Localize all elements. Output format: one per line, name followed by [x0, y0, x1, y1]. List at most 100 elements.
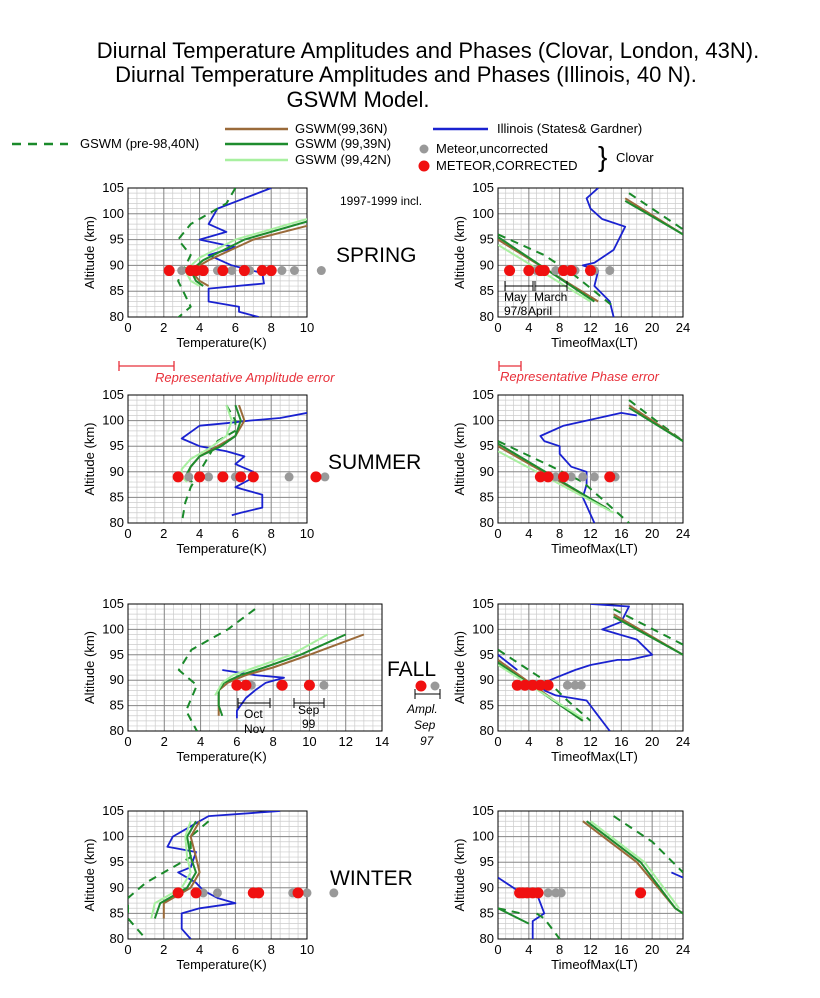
point-meteor-corrected	[194, 471, 206, 483]
series-line-illinois	[671, 871, 683, 879]
legend-meteor-uncorrected: Meteor,uncorrected	[436, 141, 548, 156]
x-tick-label: 20	[645, 942, 659, 957]
season-summer: SUMMER	[328, 451, 421, 474]
y-tick-label: 85	[480, 283, 494, 298]
x-tick-label: 0	[124, 942, 131, 957]
point-meteor-uncorrected	[543, 888, 553, 898]
series-line-gswm-99-42	[184, 218, 307, 287]
legend-clovar: Clovar	[616, 150, 654, 165]
point-meteor-uncorrected	[551, 472, 561, 482]
annotation-ampl: Ampl.	[406, 702, 438, 716]
frame-winter-amplitude	[127, 810, 308, 940]
series-line-gswm-pre98	[177, 608, 256, 731]
x-tick-label: 24	[676, 526, 690, 541]
x-tick-label: 4	[197, 734, 204, 749]
annotation-march: March	[534, 290, 567, 304]
point-meteor-corrected	[534, 679, 546, 691]
point-meteor-corrected	[310, 471, 322, 483]
series-line-illinois	[498, 654, 518, 671]
point-meteor-corrected	[217, 471, 229, 483]
panels: 0 2 4 6 8 1080859095100105Temperature(K)Altit…	[82, 180, 690, 972]
legend-swatch-meteor-corrected	[418, 160, 430, 172]
y-tick-label: 85	[110, 698, 124, 713]
x-tick-label: 0	[124, 526, 131, 541]
y-tick-label: 85	[480, 905, 494, 920]
legend-gswm-pre98: GSWM (pre-98,40N)	[80, 136, 199, 151]
point-meteor-uncorrected	[320, 472, 330, 482]
y-tick-label: 90	[480, 880, 494, 895]
annotation-oct: Oct	[244, 707, 263, 721]
x-tick-label: 14	[375, 734, 389, 749]
y-axis-label: Altitude (km)	[82, 216, 97, 289]
series-line-gswm-pre98	[180, 404, 237, 523]
x-tick-label: 6	[232, 526, 239, 541]
x-tick-label: 10	[300, 526, 314, 541]
y-tick-label: 100	[472, 413, 494, 428]
point-meteor-corrected	[240, 679, 252, 691]
season-spring: SPRING	[336, 244, 417, 267]
y-tick-label: 95	[110, 438, 124, 453]
panel-fall-phase: 0 4 8 12 16 20 24 80 85 90 95 100 105 TimeofMax(LT) Al…	[452, 596, 690, 764]
x-tick-label: 16	[614, 942, 628, 957]
x-tick-label: 0	[494, 734, 501, 749]
frame-spring-phase	[497, 187, 684, 318]
x-tick-label: 2	[160, 942, 167, 957]
panel-winter-amplitude: 0 2 4 6 8 10 80 85 90 95 100 105 Temperature(K) Altit…	[82, 803, 339, 972]
point-meteor-uncorrected	[277, 266, 287, 276]
x-tick-label: 0	[494, 942, 501, 957]
years-note: 1997-1999 incl.	[340, 194, 422, 208]
y-tick-label: 85	[480, 698, 494, 713]
series-winter-phase	[498, 815, 683, 939]
frame-summer-phase	[497, 394, 684, 524]
x-tick-label: 20	[645, 526, 659, 541]
y-axis-label: Altitude (km)	[452, 839, 467, 912]
annotation-sep-year: 99	[302, 717, 316, 731]
x-tick-label: 24	[676, 942, 690, 957]
y-tick-label: 105	[102, 387, 124, 402]
x-tick-label: 0	[494, 320, 501, 335]
annotation-may: May	[504, 290, 527, 304]
x-tick-label: 24	[676, 734, 690, 749]
y-tick-label: 85	[110, 905, 124, 920]
series-fall-phase	[498, 604, 683, 731]
point-meteor-uncorrected	[204, 472, 214, 482]
point-meteor-corrected	[542, 471, 554, 483]
point-meteor-corrected	[197, 265, 209, 277]
x-tick-label: 4	[525, 320, 532, 335]
x-tick-label: 0	[124, 734, 131, 749]
y-tick-label: 80	[110, 309, 124, 324]
title-line-3: GSWM Model.	[286, 87, 429, 112]
y-tick-label: 80	[110, 515, 124, 530]
legend-meteor-corrected: METEOR,CORRECTED	[436, 158, 578, 173]
point-meteor-uncorrected	[562, 680, 572, 690]
point-meteor-uncorrected	[566, 472, 576, 482]
panel-summer-phase: 0 4 8 12 16 20 24 80 85 90 95 100 105 TimeofMax(LT) Al…	[452, 387, 690, 556]
amplitude-error-label: Representative Amplitude error	[155, 370, 335, 385]
series-spring-amplitude	[177, 188, 307, 317]
y-tick-label: 85	[110, 283, 124, 298]
phase-error-bar	[498, 361, 522, 371]
x-axis-label: TimeofMax(LT)	[551, 541, 638, 556]
point-meteor-corrected	[538, 265, 550, 277]
point-meteor-uncorrected	[556, 888, 566, 898]
x-axis-label: Temperature(K)	[176, 335, 266, 350]
amplitude-error-bar	[118, 361, 175, 371]
point-meteor-corrected	[565, 265, 577, 277]
point-meteor-corrected	[265, 265, 277, 277]
x-tick-label: 10	[300, 320, 314, 335]
series-line-gswm-99-42	[498, 664, 584, 720]
y-tick-label: 105	[472, 180, 494, 195]
y-tick-label: 90	[480, 672, 494, 687]
series-line-illinois	[198, 188, 272, 317]
y-tick-label: 100	[472, 829, 494, 844]
y-tick-label: 105	[472, 387, 494, 402]
x-tick-label: 2	[160, 320, 167, 335]
title-line-1: Diurnal Temperature Amplitudes and Phase…	[97, 38, 759, 63]
point-meteor-uncorrected	[316, 266, 326, 276]
x-tick-label: 4	[196, 320, 203, 335]
x-tick-label: 10	[302, 734, 316, 749]
x-tick-label: 4	[525, 734, 532, 749]
y-tick-label: 80	[480, 931, 494, 946]
point-meteor-uncorrected	[578, 472, 588, 482]
frame-spring-amplitude	[127, 187, 308, 318]
